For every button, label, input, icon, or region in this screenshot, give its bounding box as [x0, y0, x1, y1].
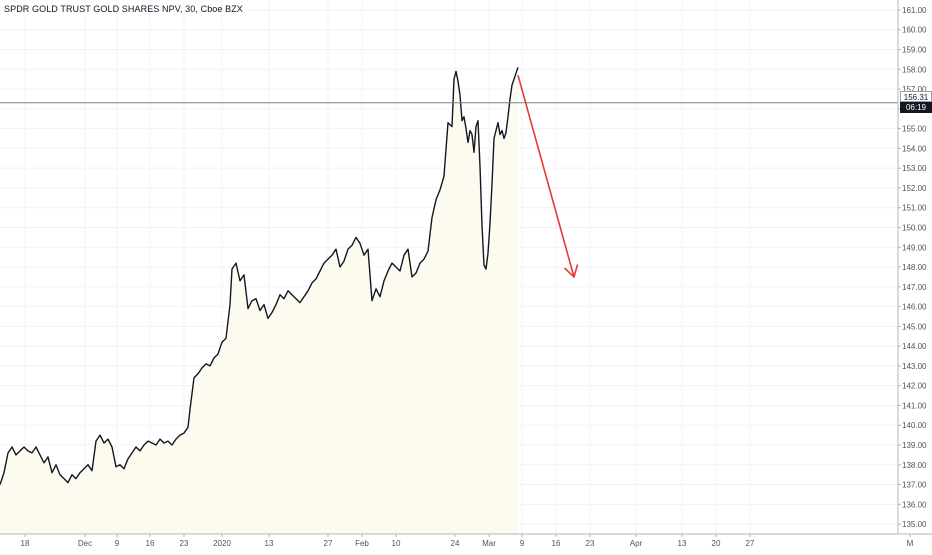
- x-tick-label: Apr: [630, 539, 643, 548]
- x-tick-label: 16: [146, 539, 155, 548]
- y-axis[interactable]: 135.00 136.00 137.00 138.00 139.00 140.00 141.…: [897, 0, 927, 534]
- price-line[interactable]: [0, 67, 519, 485]
- x-tick-label: 23: [180, 539, 189, 548]
- y-tick-label: 158.00: [902, 65, 927, 74]
- x-axis[interactable]: 18 Dec 9 16 23 2020 13 27 Feb 10 24 Mar 9 16 23 Apr 13 20…: [0, 533, 932, 548]
- y-tick-label: 141.00: [902, 401, 927, 410]
- chart-title: SPDR GOLD TRUST GOLD SHARES NPV, 30, Cbo…: [4, 4, 243, 14]
- x-tick-label: 13: [265, 539, 274, 548]
- x-tick-label: 9: [520, 539, 525, 548]
- drawing-arrow-group[interactable]: [517, 74, 579, 279]
- last-price-tag: 156.31: [900, 91, 932, 102]
- y-tick-label: 136.00: [902, 500, 927, 509]
- y-tick-label: 146.00: [902, 303, 927, 312]
- x-tick-label: 10: [392, 539, 401, 548]
- x-tick-label: 23: [586, 539, 595, 548]
- y-tick-label: 157.00: [902, 85, 927, 94]
- x-tick-label: Dec: [78, 539, 92, 548]
- y-tick-label: 139.00: [902, 441, 927, 450]
- y-tick-label: 143.00: [902, 362, 927, 371]
- y-tick-label: 147.00: [902, 283, 927, 292]
- y-tick-label: 161.00: [902, 6, 927, 15]
- y-tick-label: 149.00: [902, 243, 927, 252]
- y-tick-label: 144.00: [902, 342, 927, 351]
- area-fill-path: [0, 67, 518, 535]
- y-tick-label: 152.00: [902, 184, 927, 193]
- y-tick-label: 140.00: [902, 421, 927, 430]
- x-tick-label: Mar: [482, 539, 496, 548]
- arrow-head[interactable]: [563, 264, 579, 279]
- x-tick-label: Feb: [355, 539, 369, 548]
- x-tick-label: 27: [746, 539, 755, 548]
- y-tick-label: 160.00: [902, 26, 927, 35]
- y-tick-label: 150.00: [902, 223, 927, 232]
- area-fill: [0, 67, 518, 535]
- y-tick-label: 154.00: [902, 144, 927, 153]
- x-tick-label: 18: [21, 539, 30, 548]
- y-tick-label: 159.00: [902, 46, 927, 55]
- x-tick-label: 2020: [213, 539, 231, 548]
- x-tick-label: 24: [451, 539, 460, 548]
- y-tick-label: 153.00: [902, 164, 927, 173]
- y-tick-label: 135.00: [902, 520, 927, 529]
- x-tick-label: 16: [552, 539, 561, 548]
- y-tick-label: 145.00: [902, 322, 927, 331]
- y-tick-label: 138.00: [902, 461, 927, 470]
- price-series[interactable]: [0, 67, 519, 485]
- y-tick-label: 151.00: [902, 204, 927, 213]
- y-tick-label: 137.00: [902, 481, 927, 490]
- y-tick-label: 148.00: [902, 263, 927, 272]
- x-tick-label: 9: [115, 539, 120, 548]
- x-tick-label: M: [907, 539, 914, 548]
- arrow-shaft[interactable]: [517, 74, 575, 278]
- x-tick-label: 27: [324, 539, 333, 548]
- bar-countdown-tag: 06:19: [900, 102, 932, 113]
- y-tick-label: 142.00: [902, 382, 927, 391]
- y-tick-label: 155.00: [902, 125, 927, 134]
- x-tick-label: 20: [712, 539, 721, 548]
- x-tick-label: 13: [678, 539, 687, 548]
